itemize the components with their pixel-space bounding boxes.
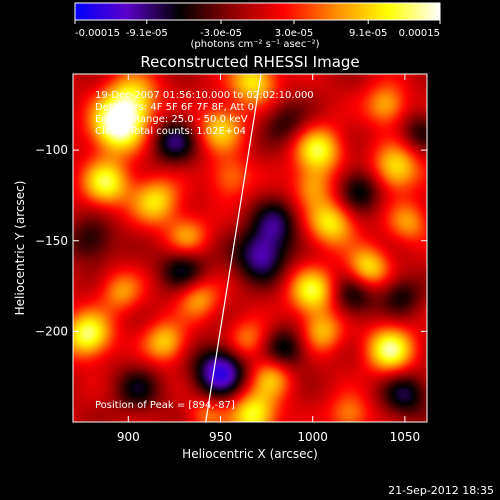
info-line-energy: Energy Range: 25.0 - 50.0 keV [95,114,248,125]
chart-title: Reconstructed RHESSI Image [140,53,359,71]
x-tick-label: 900 [117,430,140,444]
render-timestamp: 21-Sep-2012 18:35 [388,484,494,497]
x-tick-label: 950 [209,430,232,444]
solar-limb-line [205,74,262,422]
colorbar-units-label: (photons cm⁻² s⁻¹ asec⁻²) [190,39,319,50]
colorbar-tick-label: -0.00015 [75,28,120,39]
x-axis-ticks: 900 950 1000 1050 [117,74,420,444]
plot-frame [72,73,428,423]
y-tick-label: −200 [35,324,68,338]
colorbar-tick-label: -9.1e-05 [126,28,168,39]
info-line-detectors: Detectors: 4F 5F 6F 7F 8F, Att 0 [95,102,254,113]
colorbar-ticks: -0.00015 -9.1e-05 -3.0e-05 3.0e-05 9.1e-05 0.… [74,20,441,39]
x-axis-label: Heliocentric X (arcsec) [182,447,318,461]
y-axis-label: Heliocentric Y (arcsec) [13,181,27,316]
colorbar-tick-label: -3.0e-05 [200,28,242,39]
y-axis-ticks: −100 −150 −200 [35,143,427,338]
y-tick-label: −100 [35,143,68,157]
colorbar-tick-label: 3.0e-05 [275,28,313,39]
heatmap-image [73,74,427,422]
colorbar-tick-label: 0.00015 [399,28,440,39]
y-tick-label: −150 [35,234,68,248]
x-tick-label: 1050 [390,430,421,444]
info-overlay: 19-Dec-2007 01:56:10.000 to 02:02:10.000… [95,90,314,137]
peak-position-label: Position of Peak = [894,-87] [95,400,235,411]
x-tick-label: 1000 [297,430,328,444]
colorbar-tick-label: 9.1e-05 [349,28,387,39]
colorbar [75,3,440,20]
info-line-counts: Clean. Total counts: 1.02E+04 [95,126,246,137]
info-line-time: 19-Dec-2007 01:56:10.000 to 02:02:10.000 [95,90,314,101]
colorbar-frame [74,2,441,21]
